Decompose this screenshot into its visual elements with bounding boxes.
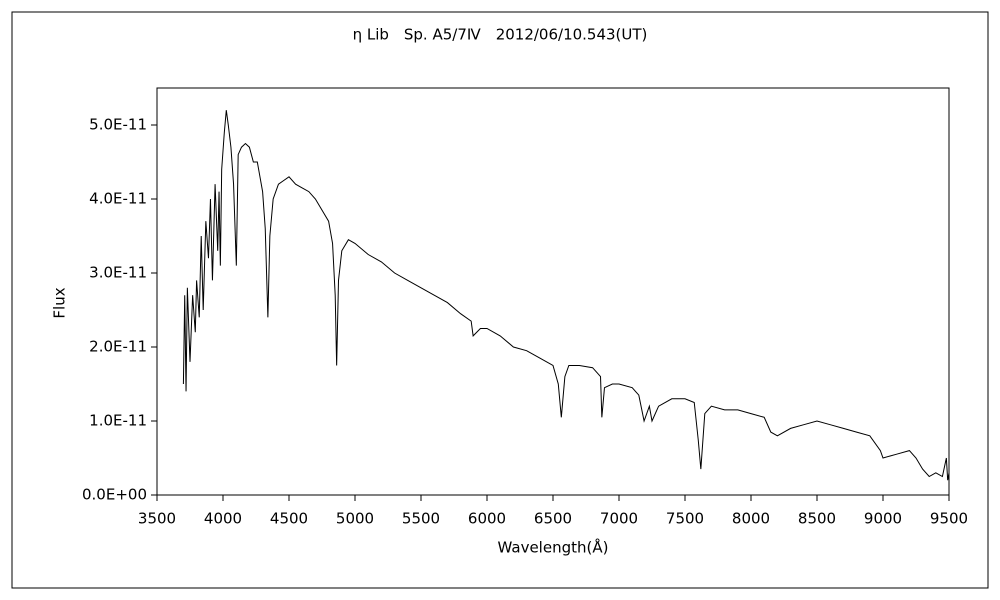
y-tick-label: 5.0E-11	[89, 116, 147, 134]
chart-frame	[11, 11, 989, 589]
chart-title: η Lib Sp. A5/7Ⅳ 2012/06/10.543(UT)	[353, 26, 648, 44]
x-tick-label: 5000	[336, 510, 374, 528]
y-tick-label: 0.0E+00	[82, 486, 147, 504]
x-tick-label: 8500	[798, 510, 836, 528]
y-tick-label: 2.0E-11	[89, 338, 147, 356]
y-axis-label: Flux	[51, 287, 69, 318]
x-tick-label: 6500	[534, 510, 572, 528]
y-tick-label: 4.0E-11	[89, 190, 147, 208]
x-tick-label: 7500	[666, 510, 704, 528]
x-tick-label: 4500	[270, 510, 308, 528]
y-tick-label: 1.0E-11	[89, 412, 147, 430]
x-tick-label: 9000	[864, 510, 902, 528]
x-tick-label: 8000	[732, 510, 770, 528]
spectrum-line	[182, 110, 950, 481]
x-tick-label: 7000	[600, 510, 638, 528]
x-tick-label: 4000	[204, 510, 242, 528]
x-axis-label: Wavelength(Å)	[498, 538, 609, 557]
x-tick-label: 5500	[402, 510, 440, 528]
x-tick-label: 6000	[468, 510, 506, 528]
x-tick-label: 9500	[930, 510, 968, 528]
plot-frame	[156, 87, 950, 496]
x-tick-label: 3500	[138, 510, 176, 528]
y-tick-label: 3.0E-11	[89, 264, 147, 282]
